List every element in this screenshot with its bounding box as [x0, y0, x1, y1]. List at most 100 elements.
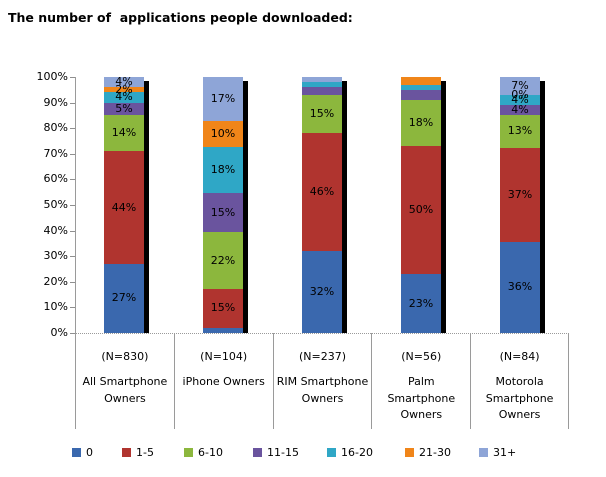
bar-shadow [441, 81, 446, 333]
bar-segment-label: 36% [507, 280, 533, 294]
y-axis-tick [70, 153, 75, 155]
legend-label: 31+ [493, 446, 517, 459]
y-axis-tick [70, 128, 75, 130]
x-axis-line [75, 333, 569, 334]
bar-segment-label: 4% [511, 102, 529, 116]
bar-segment [302, 82, 342, 88]
legend-item: 6-10 [184, 446, 232, 459]
y-axis-tick [70, 307, 75, 309]
bar-segment-label: 0% [511, 87, 529, 101]
bar-segment-label: 14% [111, 126, 137, 140]
category-name: RIM Smartphone Owners [276, 375, 369, 405]
bar-segment-label: 44% [111, 200, 137, 214]
bar-segment-label: 7% [511, 78, 529, 92]
y-axis-tick-label: 50% [43, 198, 68, 211]
category-cell: (N=830) All Smartphone Owners [75, 333, 174, 429]
legend-label: 1-5 [136, 446, 154, 459]
bar-segment-label: 37% [507, 187, 533, 201]
bar-segment-label: 15% [210, 301, 236, 315]
category-n-label: (N=104) [200, 350, 248, 363]
bar-segment [500, 147, 540, 242]
y-axis-tick-label: 40% [43, 223, 68, 237]
bar-segment-label: 17% [210, 91, 236, 105]
bar-segment [500, 77, 540, 95]
category-name: iPhone Owners [182, 375, 265, 388]
bar-segment-label: 15% [309, 107, 335, 121]
y-axis-tick-label: 10% [43, 300, 68, 314]
y-axis-tick [70, 230, 75, 232]
category-cell: (N=104) iPhone Owners [173, 333, 273, 429]
bar-segment [302, 133, 342, 252]
bar-segment [203, 120, 243, 147]
bar-segment-label: 4% [115, 75, 133, 89]
bar-segment [104, 263, 144, 333]
bar-segment [203, 289, 243, 328]
bar-segment-label: 46% [309, 185, 335, 199]
y-axis-tick-label: 90% [43, 95, 68, 109]
bar-segment-label: 22% [210, 253, 236, 267]
bar-segment [401, 89, 441, 101]
bar-segment-label: 2% [115, 82, 133, 96]
bar-segment [104, 87, 144, 93]
category-name: Palm Smartphone Owners [387, 375, 456, 421]
category-n-label: (N=56) [401, 350, 442, 363]
y-axis-tick-label: 70% [43, 146, 68, 160]
y-axis-tick [70, 179, 75, 181]
bar-segment-label: 4% [511, 92, 529, 106]
bar-shadow [243, 81, 248, 333]
y-axis-tick-label: 30% [43, 249, 68, 263]
bar-segment-label: 27% [111, 291, 137, 305]
bar-segment-label: 5% [115, 102, 133, 115]
y-axis-tick-label: 60% [43, 172, 68, 186]
y-axis-tick [70, 102, 75, 104]
bar-segment [104, 102, 144, 116]
bar-segment [401, 100, 441, 147]
bar-segment [302, 87, 342, 95]
y-axis-tick [70, 281, 75, 283]
bar-segment [302, 77, 342, 83]
legend-item: 31+ [479, 446, 527, 459]
bar-segment-label: 32% [309, 285, 335, 299]
bar-segment [104, 77, 144, 88]
bar-segment-label: 4% [115, 90, 133, 104]
legend-label: 21-30 [419, 446, 451, 459]
y-axis-tick [70, 77, 75, 78]
category-n-label: (N=237) [298, 350, 346, 363]
bar-segment [500, 104, 540, 115]
y-axis-line [75, 77, 76, 333]
category-cell: (N=56) Palm Smartphone Owners [371, 333, 470, 429]
bar-segment-label: 18% [210, 163, 236, 177]
bar-segment-label: 23% [408, 296, 434, 310]
bar-shadow [540, 81, 545, 333]
bar-segment [104, 92, 144, 103]
bar-shadow [342, 81, 347, 333]
bar-segment [302, 94, 342, 134]
bar-segment-label: 10% [210, 126, 236, 140]
legend-item: 11-15 [253, 446, 301, 459]
legend-label: 11-15 [267, 446, 299, 459]
chart-title: The number of applications people downlo… [8, 10, 353, 25]
category-name: All Smartphone Owners [82, 375, 168, 405]
y-axis-tick-label: 80% [43, 121, 68, 135]
bar-segment [302, 251, 342, 333]
category-n-label: (N=830) [101, 350, 149, 363]
legend-swatch [253, 448, 262, 457]
bar-segment [500, 241, 540, 333]
legend-swatch [405, 448, 414, 457]
legend-swatch [72, 448, 81, 457]
bar-segment [104, 115, 144, 152]
bar-segment [401, 274, 441, 333]
legend-swatch [327, 448, 336, 457]
legend-label: 16-20 [341, 446, 373, 459]
bar-segment-label: 50% [408, 203, 434, 217]
legend-item: 1-5 [122, 446, 170, 459]
bar-segment [401, 84, 441, 90]
bar-segment [104, 151, 144, 264]
legend-swatch [184, 448, 193, 457]
bar-segment [203, 146, 243, 194]
bar-segment [203, 327, 243, 333]
bar-segment-label: 15% [210, 205, 236, 219]
category-name: Motorola Smartphone Owners [485, 375, 554, 421]
y-axis-tick [70, 333, 75, 334]
legend-swatch [122, 448, 131, 457]
